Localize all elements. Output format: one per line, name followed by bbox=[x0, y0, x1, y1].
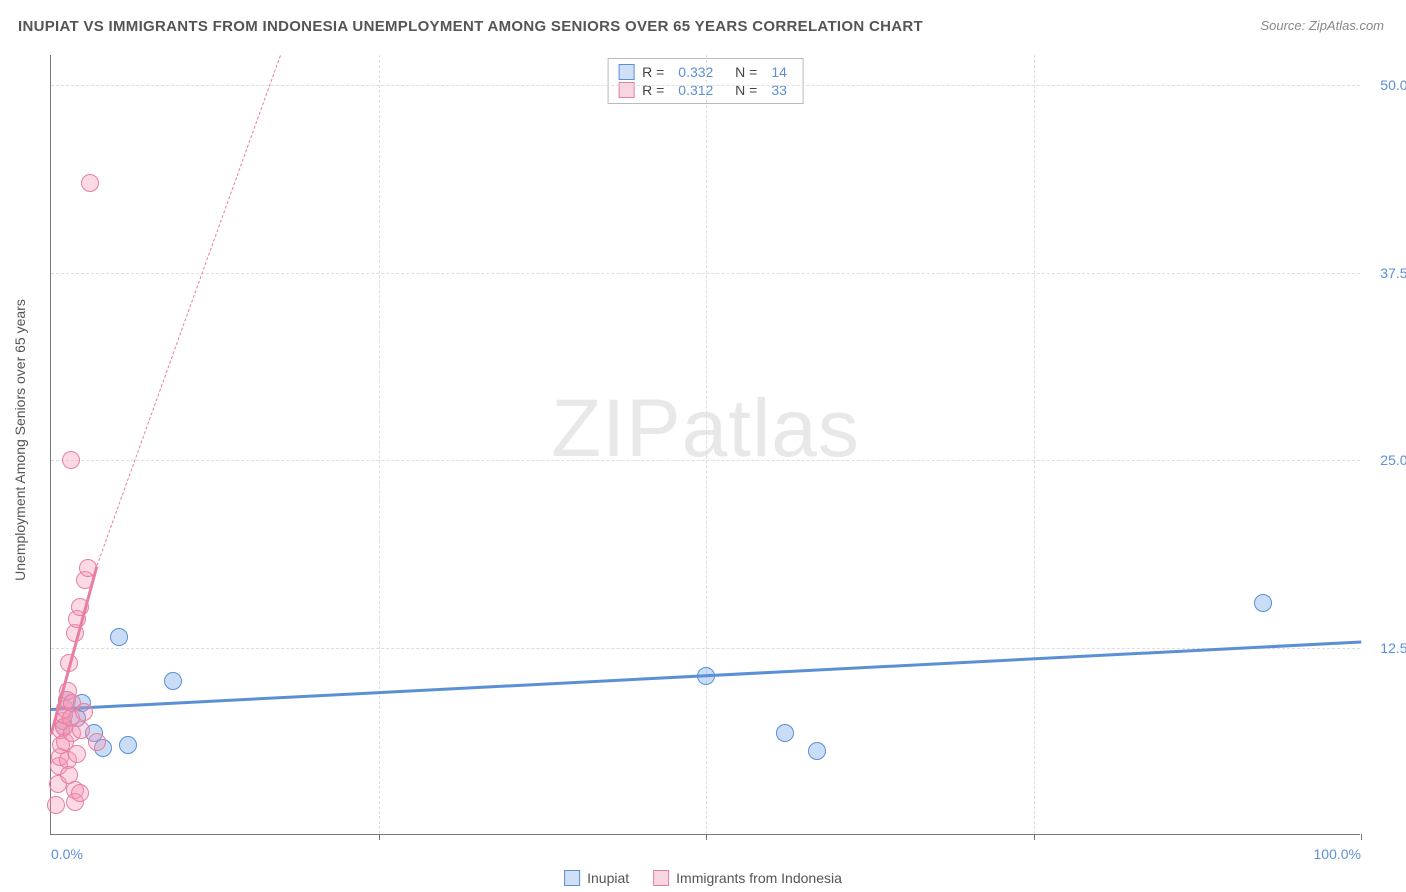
x-tick bbox=[1361, 834, 1362, 840]
legend-r-label: R = bbox=[642, 64, 664, 80]
grid-line-v bbox=[706, 55, 707, 834]
x-tick bbox=[1034, 834, 1035, 840]
grid-line-v bbox=[379, 55, 380, 834]
data-point bbox=[808, 742, 826, 760]
chart-title: INUPIAT VS IMMIGRANTS FROM INDONESIA UNE… bbox=[18, 18, 923, 35]
y-tick-label: 50.0% bbox=[1364, 77, 1406, 93]
data-point bbox=[68, 745, 86, 763]
legend-swatch bbox=[618, 64, 634, 80]
legend-swatch bbox=[653, 870, 669, 886]
data-point bbox=[1254, 594, 1272, 612]
data-point bbox=[81, 174, 99, 192]
legend-item: Immigrants from Indonesia bbox=[653, 870, 842, 886]
grid-line-v bbox=[1034, 55, 1035, 834]
legend-item: Inupiat bbox=[564, 870, 629, 886]
x-tick bbox=[379, 834, 380, 840]
data-point bbox=[62, 451, 80, 469]
legend-swatch bbox=[564, 870, 580, 886]
data-point bbox=[47, 796, 65, 814]
data-point bbox=[164, 672, 182, 690]
series-legend: Inupiat Immigrants from Indonesia bbox=[564, 870, 842, 886]
legend-label: Immigrants from Indonesia bbox=[676, 870, 842, 886]
plot-area: ZIPatlas R =0.332 N =14R =0.312 N =33 12… bbox=[50, 55, 1360, 835]
legend-n-value: 14 bbox=[771, 64, 787, 80]
data-point bbox=[72, 721, 90, 739]
x-min-label: 0.0% bbox=[51, 846, 83, 862]
data-point bbox=[776, 724, 794, 742]
source-label: Source: ZipAtlas.com bbox=[1260, 18, 1384, 33]
y-axis-label: Unemployment Among Seniors over 65 years bbox=[12, 299, 28, 581]
legend-label: Inupiat bbox=[587, 870, 629, 886]
data-point bbox=[110, 628, 128, 646]
data-point bbox=[88, 733, 106, 751]
x-tick bbox=[706, 834, 707, 840]
x-max-label: 100.0% bbox=[1314, 846, 1361, 862]
legend-n-label: N = bbox=[727, 64, 757, 80]
y-tick-label: 12.5% bbox=[1364, 640, 1406, 656]
y-tick-label: 25.0% bbox=[1364, 452, 1406, 468]
data-point bbox=[71, 784, 89, 802]
trend-line bbox=[96, 55, 280, 565]
y-tick-label: 37.5% bbox=[1364, 265, 1406, 281]
legend-r-value: 0.332 bbox=[678, 64, 713, 80]
data-point bbox=[119, 736, 137, 754]
data-point bbox=[75, 703, 93, 721]
